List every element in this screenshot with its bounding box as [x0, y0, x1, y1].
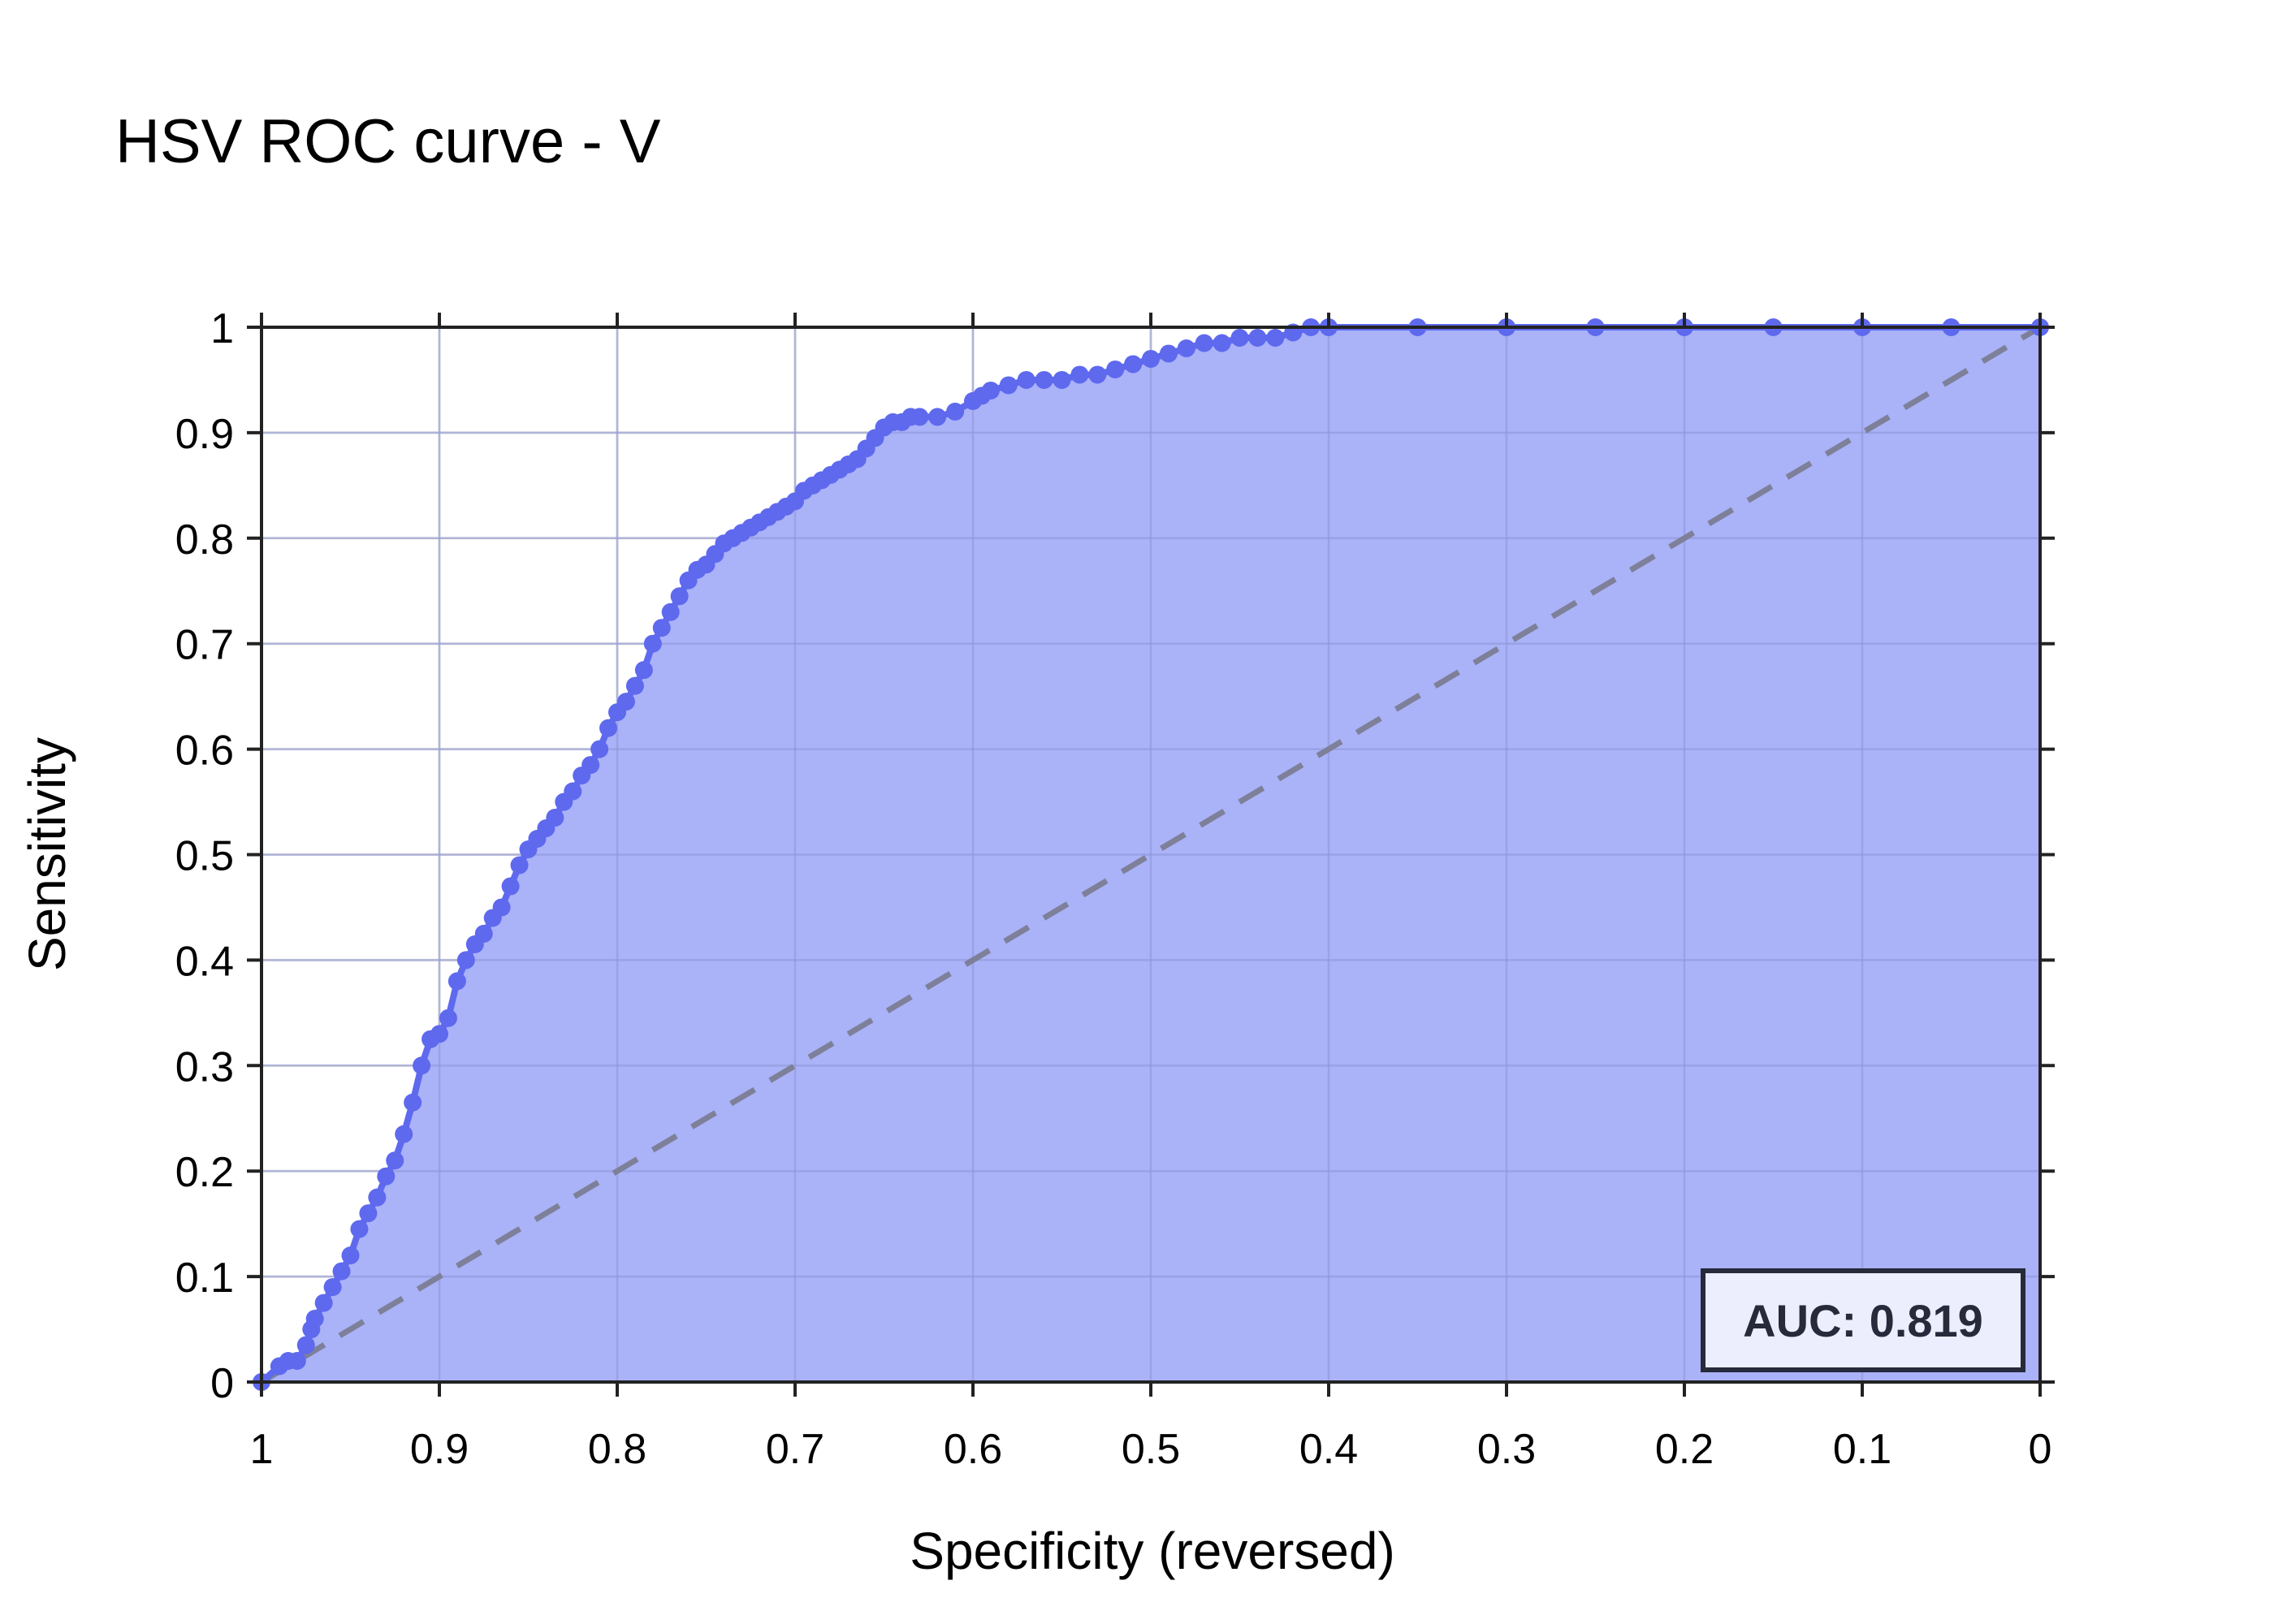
y-tick-label: 1 [210, 305, 234, 352]
roc-point [946, 402, 965, 421]
roc-point [1070, 365, 1089, 384]
y-tick-label: 0 [210, 1360, 234, 1407]
roc-point [1053, 370, 1071, 389]
x-tick-label: 0.4 [1299, 1426, 1358, 1473]
x-tick-label: 0.3 [1477, 1426, 1536, 1473]
y-tick-label: 0.3 [175, 1043, 234, 1091]
roc-point [332, 1262, 351, 1281]
roc-point [1017, 370, 1035, 389]
x-tick-label: 0.5 [1122, 1426, 1180, 1473]
x-tick-label: 0 [2029, 1426, 2052, 1473]
roc-point [323, 1278, 342, 1297]
roc-point [368, 1188, 387, 1207]
roc-point [599, 719, 618, 737]
roc-point [1177, 339, 1195, 357]
x-tick-label: 0.6 [944, 1426, 1002, 1473]
roc-point [590, 740, 609, 758]
roc-point [439, 1009, 457, 1027]
roc-point [1213, 334, 1231, 352]
roc-point [634, 661, 653, 680]
roc-point [430, 1025, 448, 1043]
roc-point [456, 951, 475, 970]
roc-point [643, 634, 662, 653]
x-tick-label: 0.7 [766, 1426, 824, 1473]
x-tick-label: 0.2 [1655, 1426, 1714, 1473]
auc-label: AUC: 0.819 [1743, 1295, 1983, 1346]
roc-point [1159, 344, 1178, 363]
roc-point [1088, 365, 1107, 384]
roc-point [661, 603, 680, 621]
reference-diagonal-group [260, 324, 2042, 1385]
roc-point [404, 1093, 422, 1112]
chart-title: HSV ROC curve - V [115, 107, 661, 176]
roc-point [999, 376, 1018, 395]
x-tick-label: 0.9 [410, 1426, 469, 1473]
roc-point [474, 924, 493, 943]
y-axis-title: Sensitivity [18, 737, 76, 971]
roc-point [1248, 328, 1267, 347]
roc-point [564, 782, 582, 801]
x-tick-label: 1 [250, 1426, 274, 1473]
roc-point [1035, 370, 1053, 389]
axes [247, 313, 2055, 1397]
roc-point [581, 756, 600, 775]
roc-point [359, 1204, 378, 1223]
y-tick-label: 0.1 [175, 1255, 234, 1302]
roc-point [981, 381, 1000, 400]
y-tick-label: 0.5 [175, 833, 234, 880]
roc-point [625, 676, 644, 695]
roc-point [616, 693, 635, 711]
reference-diagonal [260, 324, 2042, 1385]
roc-point [670, 587, 689, 606]
roc-point [305, 1310, 324, 1328]
roc-point [1195, 334, 1213, 352]
roc-points-group [253, 318, 2049, 1391]
roc-point [1106, 360, 1125, 378]
roc-point [1124, 355, 1143, 374]
roc-point [413, 1056, 431, 1075]
roc-point [928, 408, 947, 426]
roc-point [501, 877, 520, 896]
roc-point [296, 1336, 315, 1354]
roc-point [395, 1125, 413, 1143]
roc-point [652, 619, 671, 637]
auc-annotation: AUC: 0.819 [1701, 1268, 2025, 1372]
roc-point [510, 856, 529, 875]
y-tick-label: 0.6 [175, 728, 234, 775]
roc-point [1142, 349, 1160, 368]
y-tick-label: 0.8 [175, 516, 234, 564]
roc-point [492, 898, 511, 917]
roc-point [341, 1246, 360, 1265]
roc-point [287, 1352, 306, 1371]
roc-point [910, 408, 929, 426]
roc-point [546, 809, 564, 827]
y-tick-label: 0.4 [175, 938, 234, 985]
y-tick-label: 0.2 [175, 1149, 234, 1196]
x-axis-title: Specificity (reversed) [910, 1522, 1395, 1580]
roc-point [314, 1294, 333, 1312]
roc-point [386, 1151, 404, 1170]
roc-point [350, 1220, 369, 1238]
y-tick-label: 0.9 [175, 411, 234, 458]
x-tick-label: 0.1 [1833, 1426, 1891, 1473]
tick-labels: 1 0.9 0.8 0.7 0.6 0.5 0.4 0.3 0.2 0.1 0 0 0.1 0.2 0.3 0… [175, 305, 2052, 1473]
roc-point [1230, 328, 1249, 347]
roc-point [1266, 328, 1285, 347]
y-tick-label: 0.7 [175, 622, 234, 669]
roc-point [377, 1167, 396, 1186]
auc-box [1701, 1268, 2025, 1372]
x-tick-label: 0.8 [588, 1426, 646, 1473]
roc-point [447, 972, 466, 991]
